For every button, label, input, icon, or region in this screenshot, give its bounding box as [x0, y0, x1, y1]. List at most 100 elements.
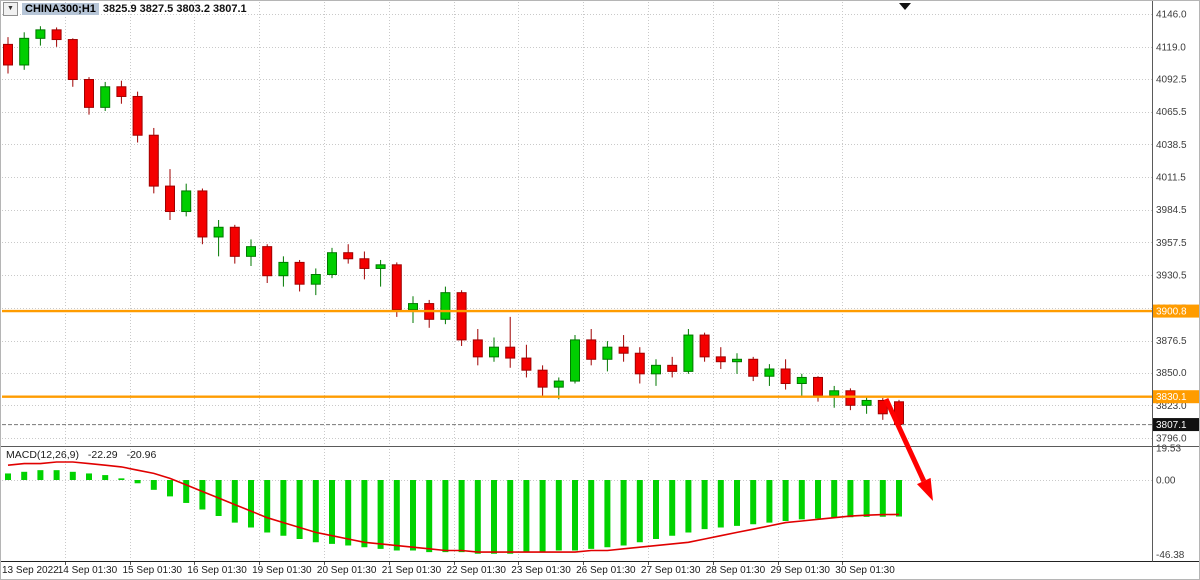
price-tick-label: 4011.5 — [1156, 173, 1186, 184]
price-tick-label: 4038.5 — [1156, 140, 1187, 151]
time-tick-label: 14 Sep 01:30 — [58, 565, 118, 576]
candle-down — [813, 376, 823, 397]
arrow-annotation[interactable] — [883, 397, 933, 501]
candle-up — [408, 303, 418, 311]
candle-down — [391, 264, 402, 311]
time-tick-label: 21 Sep 01:30 — [382, 565, 442, 576]
time-tick-label: 22 Sep 01:30 — [447, 565, 507, 576]
candle-down — [748, 358, 759, 377]
macd-signal-value: -20.96 — [126, 449, 157, 461]
candle-down — [634, 352, 645, 375]
candle-up — [796, 376, 807, 385]
macd-axis: 19.53 0.00 -46.38 — [1156, 443, 1185, 561]
candle-down — [197, 190, 208, 238]
macd-tick-label: -46.38 — [1156, 550, 1185, 561]
candle-down — [586, 339, 597, 360]
candle-down — [505, 346, 516, 359]
svg-text:3830.1: 3830.1 — [1156, 392, 1187, 403]
candle-up — [35, 29, 46, 39]
candle-down — [51, 29, 62, 41]
candle-up — [181, 190, 192, 213]
price-axis: 4146.0 4119.0 4092.5 4065.5 4038.5 4011.5 3984… — [1156, 10, 1187, 445]
gridlines — [2, 2, 1152, 560]
candle-up — [829, 390, 840, 397]
candle-up — [246, 246, 256, 257]
candle-up — [732, 358, 742, 363]
candle-down — [845, 390, 856, 406]
candle-down — [229, 226, 240, 257]
chart-title: ▼ CHINA300;H1 3825.9 3827.5 3803.2 3807.… — [3, 2, 247, 16]
price-tick-label: 3957.5 — [1156, 238, 1187, 249]
candle-down — [294, 261, 305, 285]
candle-down — [521, 357, 532, 371]
candle-down — [343, 252, 354, 260]
candle-down — [3, 43, 13, 66]
candle-down — [472, 339, 483, 358]
symbol-timeframe-label: CHINA300;H1 — [22, 3, 99, 15]
price-tick-label: 4065.5 — [1156, 107, 1187, 118]
candle-up — [19, 37, 30, 66]
price-tick-label: 4119.0 — [1156, 42, 1186, 53]
price-tick-label: 3850.0 — [1156, 368, 1187, 379]
chart-shift-marker-icon[interactable] — [899, 3, 911, 10]
candle-up — [327, 252, 337, 276]
ohlc-readout: 3825.9 3827.5 3803.2 3807.1 — [102, 3, 247, 15]
candle-up — [861, 399, 872, 406]
candle-up — [553, 380, 564, 388]
price-tick-label: 3930.5 — [1156, 271, 1187, 282]
price-tick-label: 4092.5 — [1156, 74, 1187, 85]
price-tick-label: 3984.5 — [1156, 205, 1187, 216]
candle-down — [132, 95, 143, 136]
price-tick-label: 3876.5 — [1156, 336, 1187, 347]
price-tick-label: 3823.0 — [1156, 401, 1187, 412]
time-tick-label: 30 Sep 01:30 — [835, 565, 895, 576]
candle-up — [683, 334, 694, 372]
macd-name: MACD(12,26,9) — [6, 449, 79, 461]
time-tick-label: 15 Sep 01:30 — [123, 565, 183, 576]
macd-signal-line — [7, 461, 900, 553]
candle-up — [489, 346, 499, 358]
time-tick-label: 19 Sep 01:30 — [252, 565, 312, 576]
macd-histogram — [5, 470, 902, 554]
macd-value: -22.29 — [87, 449, 118, 461]
candle-up — [310, 274, 321, 285]
candle-down — [699, 334, 710, 358]
hline-price-badge: 3830.1 — [1153, 390, 1199, 404]
candlesticks — [3, 26, 904, 430]
candle-down — [262, 246, 273, 277]
svg-text:3900.8: 3900.8 — [1156, 307, 1187, 318]
candle-up — [570, 339, 580, 382]
candle-up — [213, 226, 224, 238]
time-tick-label: 20 Sep 01:30 — [317, 565, 377, 576]
price-tick-label: 4146.0 — [1156, 10, 1187, 21]
candle-down — [667, 364, 678, 372]
time-tick-label: 23 Sep 01:30 — [511, 565, 571, 576]
price-tick-label: 3796.0 — [1156, 434, 1187, 445]
time-tick-label: 16 Sep 01:30 — [187, 565, 247, 576]
time-tick-label: 27 Sep 01:30 — [641, 565, 701, 576]
macd-tick-label: 19.53 — [1156, 443, 1181, 454]
candle-down — [537, 369, 548, 388]
candle-down — [148, 134, 159, 187]
time-tick-label: 26 Sep 01:30 — [576, 565, 636, 576]
candle-down — [618, 346, 629, 354]
bid-price-badge: 3807.1 — [1153, 418, 1199, 432]
candle-down — [84, 79, 94, 108]
macd-indicator-label: MACD(12,26,9) -22.29 -20.96 — [6, 449, 162, 461]
svg-text:3807.1: 3807.1 — [1156, 420, 1187, 431]
arrow-head-icon — [916, 477, 933, 501]
time-tick-label: 29 Sep 01:30 — [771, 565, 831, 576]
time-tick-label: 13 Sep 2022 — [2, 565, 59, 576]
candle-up — [651, 364, 661, 375]
hline-price-badge: 3900.8 — [1153, 304, 1199, 318]
candle-down — [116, 86, 127, 97]
candle-up — [764, 368, 775, 377]
chevron-down-icon[interactable]: ▼ — [3, 2, 18, 16]
time-tick-label: 28 Sep 01:30 — [706, 565, 766, 576]
candle-down — [67, 39, 78, 81]
candle-up — [278, 261, 289, 277]
candle-up — [100, 86, 111, 108]
